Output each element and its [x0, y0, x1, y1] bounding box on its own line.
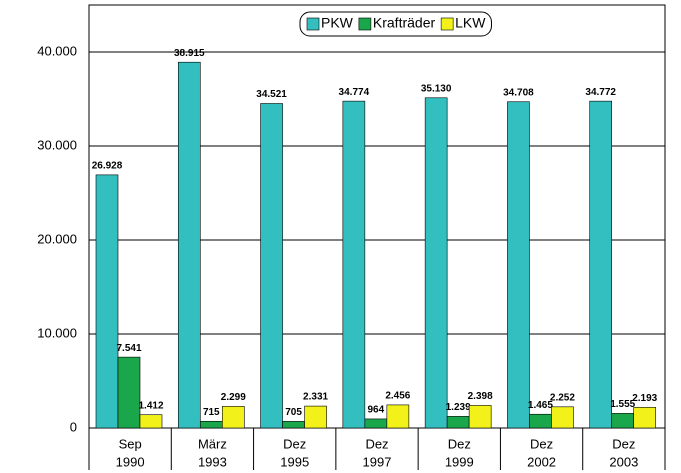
- bar: [633, 407, 657, 429]
- value-label: 34.772: [585, 87, 616, 98]
- x-tick-label: Dez: [283, 436, 306, 451]
- x-tick-label: 1999: [445, 454, 474, 469]
- legend-swatch: [440, 17, 454, 31]
- value-label: 35.130: [421, 83, 452, 94]
- y-tick-label: 0: [70, 419, 77, 434]
- bar: [221, 406, 245, 429]
- bar: [589, 100, 613, 429]
- value-label: 2.252: [550, 392, 575, 403]
- y-tick-label: 30.000: [37, 137, 77, 152]
- bar: [282, 421, 305, 429]
- value-label: 1.555: [610, 399, 635, 410]
- bar: [117, 356, 141, 429]
- value-label: 2.299: [221, 392, 246, 403]
- x-tick-label: 1990: [116, 454, 145, 469]
- x-tick-label: 2002: [527, 454, 556, 469]
- value-label: 7.541: [116, 343, 141, 354]
- x-tick-label: 2003: [609, 454, 638, 469]
- y-tick-label: 10.000: [37, 325, 77, 340]
- x-tick-label: 1997: [363, 454, 392, 469]
- bar: [507, 101, 530, 429]
- value-label: 2.456: [385, 391, 410, 402]
- x-tick-label: Dez: [530, 436, 553, 451]
- bar: [95, 174, 119, 429]
- bar: [177, 61, 201, 429]
- value-label: 964: [368, 405, 385, 416]
- x-tick-label: Dez: [365, 436, 388, 451]
- bar: [446, 416, 470, 429]
- bar: [386, 404, 410, 429]
- value-label: 1.465: [528, 400, 553, 411]
- bar: [551, 406, 574, 429]
- bar: [304, 405, 327, 429]
- value-label: 2.193: [632, 393, 657, 404]
- x-tick-label: 1993: [198, 454, 227, 469]
- bar: [424, 97, 448, 429]
- value-label: 2.398: [468, 391, 493, 402]
- bar: [611, 413, 635, 429]
- bar: [139, 414, 163, 429]
- x-tick-label: März: [198, 436, 227, 451]
- plot-area: [88, 4, 666, 429]
- value-label: 26.928: [92, 161, 123, 172]
- legend-label: LKW: [455, 15, 486, 31]
- y-tick-label: 40.000: [37, 43, 77, 58]
- value-label: 34.708: [503, 87, 534, 98]
- value-label: 715: [203, 407, 220, 418]
- bar: [342, 100, 366, 429]
- value-label: 2.331: [303, 392, 328, 403]
- x-tick-label: 1995: [280, 454, 309, 469]
- value-label: 34.774: [339, 87, 370, 98]
- value-label: 34.521: [256, 89, 287, 100]
- y-tick-label: 20.000: [37, 231, 77, 246]
- bar: [468, 405, 492, 429]
- bar: [199, 420, 223, 429]
- value-label: 1.239: [446, 402, 471, 413]
- legend-label: Krafträder: [373, 15, 436, 31]
- x-tick-label: Dez: [448, 436, 471, 451]
- legend-swatch: [358, 17, 372, 31]
- x-tick-label: Dez: [612, 436, 635, 451]
- value-label: 38.915: [174, 48, 205, 59]
- legend-swatch: [306, 17, 320, 31]
- bar: [364, 418, 388, 429]
- bar: [529, 413, 552, 429]
- bar: [260, 103, 283, 429]
- value-label: 705: [285, 407, 302, 418]
- value-label: 1.412: [138, 400, 163, 411]
- x-tick-label: Sep: [119, 436, 142, 451]
- legend-label: PKW: [321, 15, 354, 31]
